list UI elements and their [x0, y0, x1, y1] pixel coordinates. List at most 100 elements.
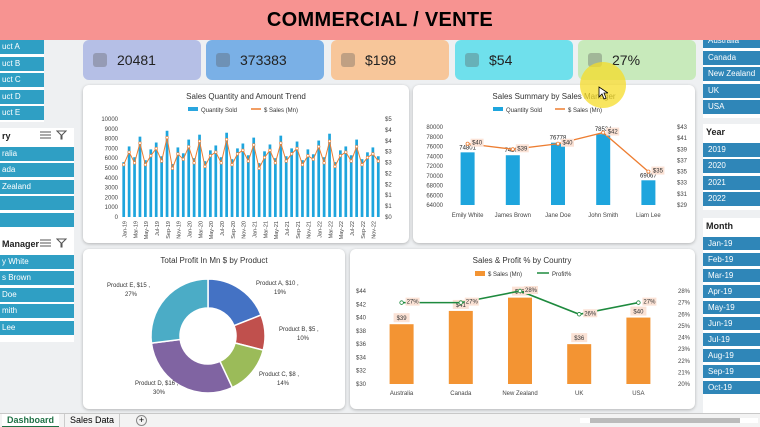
quantity-bar [551, 142, 565, 205]
profit-point [636, 300, 641, 305]
sales-manager-slicer-item[interactable]: mith [0, 304, 74, 318]
y-tick-label: $38 [356, 329, 367, 335]
y-tick-label: $36 [356, 342, 367, 348]
tab-sales-data[interactable]: Sales Data [64, 414, 121, 427]
quantity-bar [279, 135, 283, 217]
clear-filter-icon[interactable] [56, 238, 67, 248]
legend-swatch-sales [475, 271, 485, 276]
year-slicer-item[interactable]: 2020 [703, 159, 760, 173]
country-chart-panel: Sales & Profit % by Country $ Sales (Mn) P… [350, 249, 695, 409]
sales-point [219, 161, 223, 165]
country-slicer: ry ralia ada Zealand [0, 128, 74, 248]
right-country-slicer-item[interactable]: Canada [703, 50, 760, 65]
x-tick-label: Australia [390, 391, 414, 397]
document-icon [216, 53, 230, 67]
product-slicer-item[interactable]: uct A [0, 40, 44, 54]
right-country-slicer-item[interactable]: Australia [703, 40, 760, 48]
x-tick-label: James Brown [495, 213, 531, 219]
sales-manager-slicer-item[interactable]: Doe [0, 287, 74, 302]
sales-manager-slicer-item[interactable]: Lee [0, 320, 74, 335]
x-tick-label: Mar-20 [198, 221, 204, 238]
sales-point [138, 141, 142, 145]
y-tick-label: 76000 [426, 145, 443, 151]
x-tick-label: Sep-19 [166, 221, 172, 239]
kpi-value: 20481 [117, 52, 156, 68]
sales-point [295, 146, 299, 151]
quantity-bar [198, 134, 201, 217]
y-tick-label: 9000 [105, 127, 119, 133]
pie-label: Product D, $16 , [135, 381, 179, 387]
legend-label: $ Sales (Mn) [264, 108, 298, 114]
month-slicer-item[interactable]: Mar-19 [703, 269, 760, 282]
y2-tick-label: $3 [385, 161, 392, 167]
add-sheet-button[interactable]: + [136, 415, 147, 426]
x-tick-label: Sep-22 [361, 221, 367, 239]
month-slicer-item[interactable]: May-19 [703, 301, 760, 314]
product-slicer-item[interactable]: uct B [0, 56, 44, 71]
quantity-bar [505, 155, 520, 205]
x-tick-label: UK [575, 391, 583, 397]
quantity-bar [290, 148, 293, 217]
sales-manager-slicer-item[interactable]: s Brown [0, 271, 74, 285]
y-tick-label: 70000 [426, 174, 443, 180]
sales-point [555, 141, 560, 146]
month-slicer-item[interactable]: Jan-19 [703, 237, 760, 250]
month-slicer-item[interactable]: Feb-19 [703, 253, 760, 266]
horizontal-scrollbar[interactable] [580, 418, 758, 423]
product-slicer-item[interactable]: uct D [0, 89, 44, 104]
sales-point [262, 155, 267, 160]
month-slicer-item[interactable]: Oct-19 [703, 381, 760, 394]
sales-label-bg [561, 138, 574, 147]
product-slicer-item[interactable]: uct C [0, 73, 44, 87]
money-icon [341, 53, 355, 67]
month-slicer-item[interactable]: Aug-19 [703, 349, 760, 362]
right-country-slicer-item[interactable]: New Zealand [703, 67, 760, 81]
month-slicer-item[interactable]: Jun-19 [703, 317, 760, 330]
year-slicer-item[interactable]: 2022 [703, 192, 760, 206]
x-tick-label: Sep-21 [296, 221, 302, 239]
quantity-bar [144, 160, 147, 217]
chart-title: Total Profit In Mn $ by Product [160, 256, 268, 265]
year-slicer-item[interactable]: 2019 [703, 142, 760, 157]
right-country-slicer-item[interactable]: USA [703, 100, 760, 114]
y2-tick-label: $1 [385, 204, 392, 210]
quantity-bar [219, 157, 223, 217]
country-slicer-item[interactable]: ada [0, 163, 74, 177]
quantity-bar [284, 156, 288, 217]
multi-select-icon[interactable] [40, 130, 51, 140]
country-slicer-header: ry [2, 131, 11, 141]
y-tick-label: $40 [356, 316, 367, 322]
y2-tick-label: $29 [677, 203, 688, 209]
quantity-bar [154, 142, 158, 217]
x-tick-label: Mar-19 [133, 221, 139, 238]
multi-select-icon[interactable] [40, 238, 51, 248]
year-slicer-item[interactable]: 2021 [703, 175, 760, 190]
month-slicer-item[interactable]: Jul-19 [703, 333, 760, 346]
country-slicer-item[interactable] [0, 196, 74, 210]
kpi-value: 373383 [240, 52, 287, 68]
y-tick-label: 66000 [426, 193, 443, 199]
country-slicer-item[interactable] [0, 212, 74, 227]
product-slicer-item[interactable]: uct E [0, 106, 44, 120]
tab-dashboard[interactable]: Dashboard [2, 414, 60, 427]
legend-label: $ Sales (Mn) [568, 108, 602, 114]
pie-pct-label: 30% [153, 390, 166, 396]
y-tick-label: 1000 [105, 205, 119, 211]
month-slicer: Month Jan-19 Feb-19 Mar-19 Apr-19 May-19 Jun-… [703, 218, 760, 413]
y2-tick-label: $35 [677, 170, 688, 176]
profit-data-label: 28% [525, 288, 538, 294]
legend-label: $ Sales (Mn) [488, 272, 522, 278]
month-slicer-item[interactable]: Apr-19 [703, 285, 760, 298]
y-tick-label: $30 [356, 382, 367, 388]
quantity-bar [246, 155, 250, 217]
y2-tick-label: $31 [677, 192, 688, 198]
country-slicer-item[interactable]: Zealand [0, 179, 74, 194]
month-slicer-item[interactable]: Sep-19 [703, 365, 760, 378]
country-slicer-item[interactable]: ralia [0, 146, 74, 161]
y-tick-label: 6000 [105, 156, 119, 162]
pie-pct-label: 27% [125, 292, 138, 298]
sales-manager-slicer-item[interactable]: y White [0, 254, 74, 269]
clear-filter-icon[interactable] [56, 130, 67, 140]
y2-tick-label: 24% [678, 336, 691, 342]
right-country-slicer-item[interactable]: UK [703, 83, 760, 98]
